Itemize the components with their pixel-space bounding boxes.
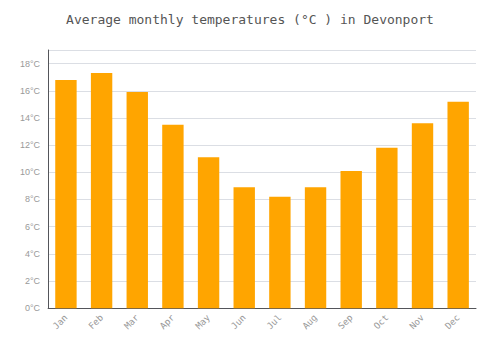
svg-text:Average monthly temperatures (: Average monthly temperatures (°C ) in De…	[66, 12, 434, 27]
svg-text:Aug: Aug	[301, 313, 320, 332]
svg-text:2°C: 2°C	[25, 276, 41, 286]
svg-text:Mar: Mar	[122, 312, 141, 331]
svg-text:Jul: Jul	[265, 313, 284, 332]
svg-text:May: May	[194, 312, 213, 331]
svg-text:16°C: 16°C	[20, 86, 41, 96]
svg-text:Sep: Sep	[336, 313, 355, 332]
svg-text:Oct: Oct	[372, 313, 391, 332]
svg-text:8°C: 8°C	[25, 194, 41, 204]
svg-text:4°C: 4°C	[25, 249, 41, 259]
svg-text:0°C: 0°C	[25, 303, 41, 313]
svg-text:Feb: Feb	[87, 313, 106, 332]
svg-text:Jun: Jun	[229, 313, 248, 332]
svg-text:10°C: 10°C	[20, 167, 41, 177]
svg-text:14°C: 14°C	[20, 113, 41, 123]
svg-text:6°C: 6°C	[25, 222, 41, 232]
svg-text:Apr: Apr	[158, 312, 177, 331]
svg-text:12°C: 12°C	[20, 140, 41, 150]
svg-text:Jan: Jan	[51, 313, 70, 332]
svg-text:18°C: 18°C	[20, 59, 41, 69]
svg-text:Nov: Nov	[407, 313, 426, 332]
svg-text:Dec: Dec	[443, 313, 462, 332]
